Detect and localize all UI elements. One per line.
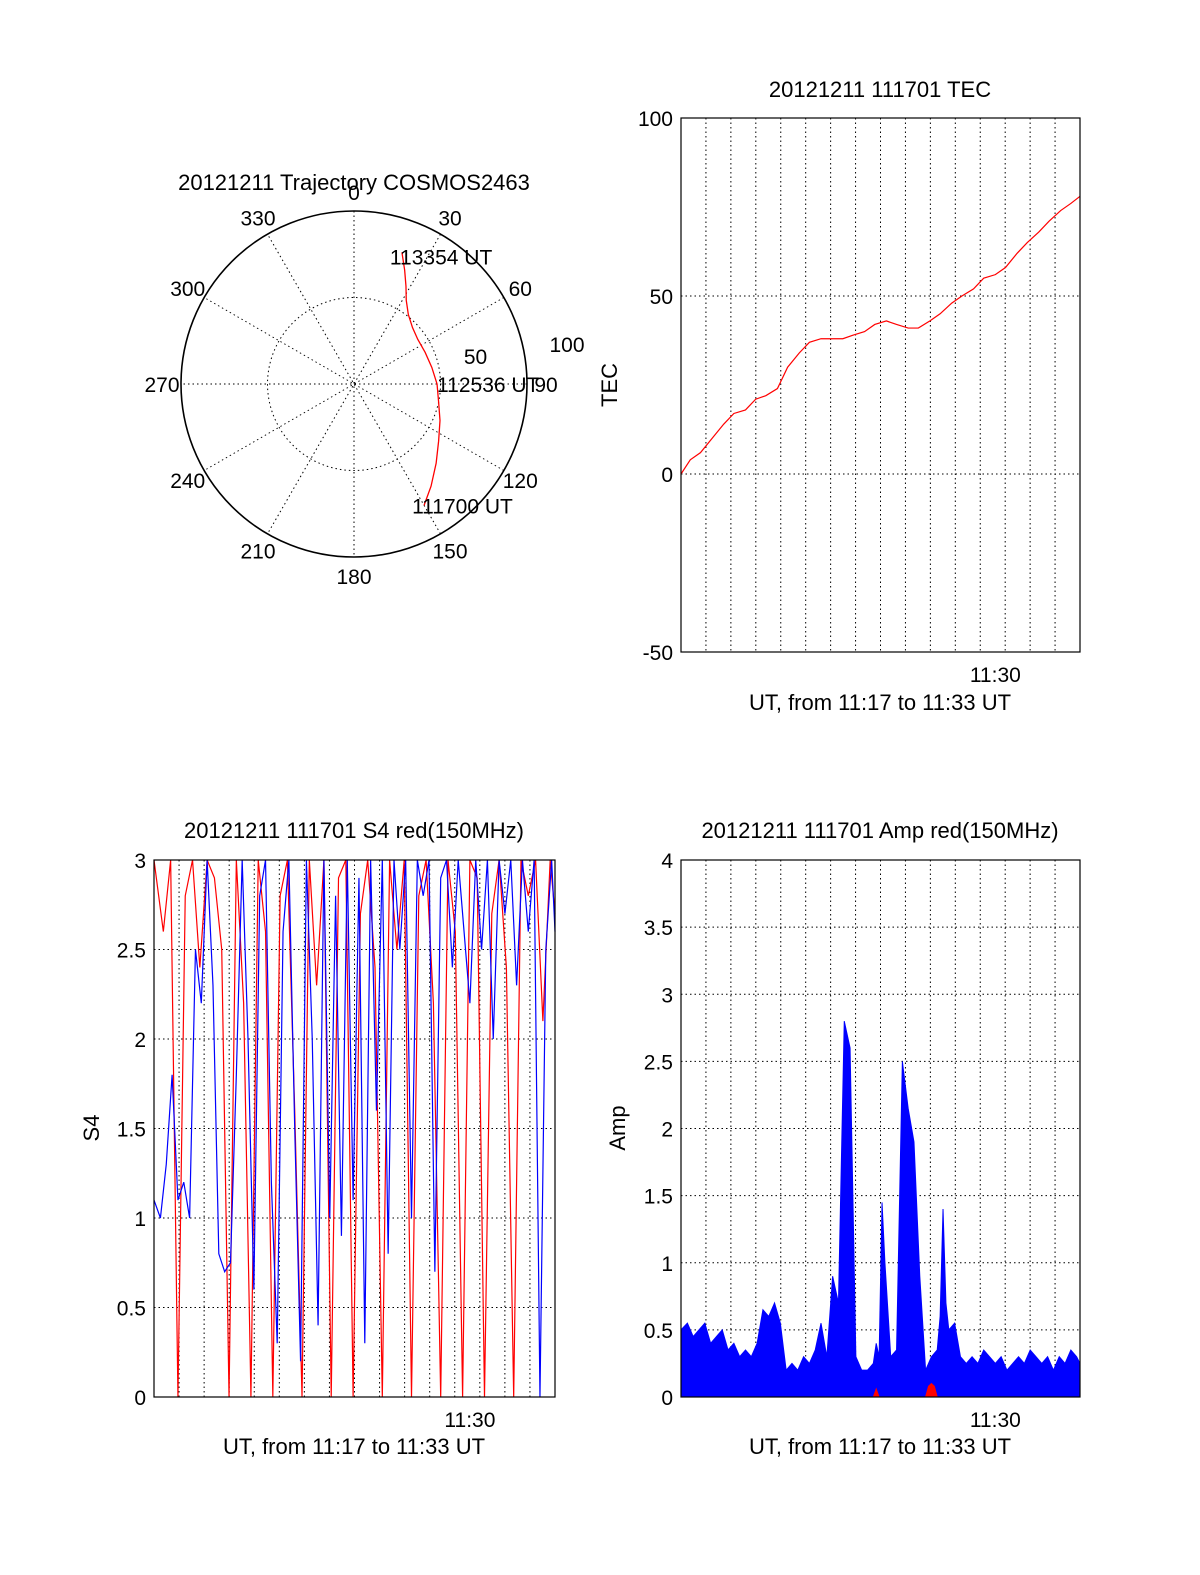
trajectory-radial-labels: 50 100 xyxy=(464,334,585,369)
amp-panel: 20121211 111701 Amp red(150MHz) 0 0.5 1 1.5… xyxy=(605,818,1081,1459)
trajectory-title: 20121211 Trajectory COSMOS2463 xyxy=(178,170,530,195)
tec-series xyxy=(680,195,1081,475)
tec-x-tick-labels: 11:30 xyxy=(970,664,1021,687)
azimuth-label: 150 xyxy=(432,540,467,563)
tec-y-tick: 50 xyxy=(650,286,673,309)
azimuth-label: 90 xyxy=(534,374,557,397)
amp-series-area xyxy=(872,1382,938,1398)
s4-y-tick: 2.5 xyxy=(117,940,146,963)
amp-y-tick: 4 xyxy=(661,850,673,873)
s4-series xyxy=(153,859,556,1398)
amp-y-axis-label: Amp xyxy=(605,1105,630,1150)
azimuth-spoke xyxy=(267,233,441,535)
tec-panel: 20121211 111701 TEC -50 0 50 100 11:30 UT, … xyxy=(597,77,1081,715)
trajectory-time-label: 112536 UT xyxy=(437,374,540,397)
s4-plot-frame xyxy=(153,859,556,1398)
azimuth-label: 30 xyxy=(438,208,461,231)
s4-panel: 20121211 111701 S4 red(150MHz) 0 0.5 1 1.5 2… xyxy=(79,818,556,1459)
tec-series-line xyxy=(680,195,1081,475)
amp-y-tick: 2 xyxy=(661,1119,673,1142)
s4-series-line xyxy=(153,859,556,1398)
tec-y-tick: 100 xyxy=(638,108,673,131)
tec-y-axis-label: TEC xyxy=(597,363,622,407)
azimuth-spoke xyxy=(267,233,441,535)
s4-y-tick: 1 xyxy=(134,1208,146,1231)
trajectory-polar-grid xyxy=(180,210,528,558)
azimuth-label: 0 xyxy=(348,182,360,205)
amp-y-tick: 0 xyxy=(661,1387,673,1410)
s4-y-tick-labels: 0 0.5 1 1.5 2 2.5 3 xyxy=(117,850,146,1410)
amp-x-tick-labels: 11:30 xyxy=(970,1409,1021,1432)
tec-x-axis-label: UT, from 11:17 to 11:33 UT xyxy=(749,690,1011,715)
s4-x-axis-label: UT, from 11:17 to 11:33 UT xyxy=(223,1434,485,1459)
azimuth-spoke xyxy=(203,297,505,471)
s4-series-line xyxy=(153,859,556,1398)
amp-series-area xyxy=(680,1020,1081,1398)
trajectory-azimuth-labels: 0 30 60 90 120 150 180 210 240 270 300 330 xyxy=(144,182,557,589)
radial-label-100: 100 xyxy=(549,334,584,357)
s4-y-tick: 0 xyxy=(134,1387,146,1410)
tec-plot-frame xyxy=(680,117,1081,653)
azimuth-label: 240 xyxy=(170,470,205,493)
s4-y-tick: 1.5 xyxy=(117,1119,146,1142)
trajectory-panel: 20121211 Trajectory COSMOS2463 0 30 60 90 12… xyxy=(144,170,584,589)
zenith-50-circle xyxy=(267,297,441,471)
tec-y-tick: -50 xyxy=(643,642,673,665)
tec-x-tick: 11:30 xyxy=(970,664,1021,687)
radial-label-50: 50 xyxy=(464,346,487,369)
azimuth-spoke xyxy=(203,297,505,471)
tec-y-tick: 0 xyxy=(661,464,673,487)
tec-grid xyxy=(680,117,1080,653)
amp-y-tick: 2.5 xyxy=(644,1051,673,1074)
azimuth-label: 330 xyxy=(240,208,275,231)
amp-y-tick: 3.5 xyxy=(644,917,673,940)
s4-y-tick: 3 xyxy=(134,850,146,873)
amp-y-tick: 0.5 xyxy=(644,1320,673,1343)
amp-y-tick: 1.5 xyxy=(644,1186,673,1209)
amp-x-axis-label: UT, from 11:17 to 11:33 UT xyxy=(749,1434,1011,1459)
s4-x-tick-labels: 11:30 xyxy=(444,1409,495,1432)
amp-plot-frame xyxy=(680,859,1081,1398)
azimuth-label: 270 xyxy=(144,374,179,397)
tec-y-tick-labels: -50 0 50 100 xyxy=(638,108,673,665)
amp-series xyxy=(680,1020,1081,1398)
azimuth-label: 210 xyxy=(240,540,275,563)
azimuth-label: 180 xyxy=(336,566,371,589)
trajectory-annotations: 113354 UT 112536 UT 111700 UT xyxy=(390,246,540,518)
azimuth-label: 60 xyxy=(509,278,532,301)
tec-title: 20121211 111701 TEC xyxy=(769,77,991,102)
amp-y-tick-labels: 0 0.5 1 1.5 2 2.5 3 3.5 4 xyxy=(644,850,674,1410)
s4-y-tick: 2 xyxy=(134,1029,146,1052)
s4-title: 20121211 111701 S4 red(150MHz) xyxy=(184,818,524,843)
s4-x-tick: 11:30 xyxy=(444,1409,495,1432)
trajectory-line xyxy=(401,252,441,506)
trajectory-track xyxy=(401,252,441,506)
amp-y-tick: 1 xyxy=(661,1253,673,1276)
azimuth-label: 120 xyxy=(503,470,538,493)
amp-title: 20121211 111701 Amp red(150MHz) xyxy=(701,818,1058,843)
s4-y-axis-label: S4 xyxy=(79,1115,104,1142)
amp-y-tick: 3 xyxy=(661,984,673,1007)
trajectory-time-label: 113354 UT xyxy=(390,246,493,269)
trajectory-time-label: 111700 UT xyxy=(412,495,513,518)
amp-x-tick: 11:30 xyxy=(970,1409,1021,1432)
s4-y-tick: 0.5 xyxy=(117,1298,146,1321)
azimuth-label: 300 xyxy=(170,278,205,301)
